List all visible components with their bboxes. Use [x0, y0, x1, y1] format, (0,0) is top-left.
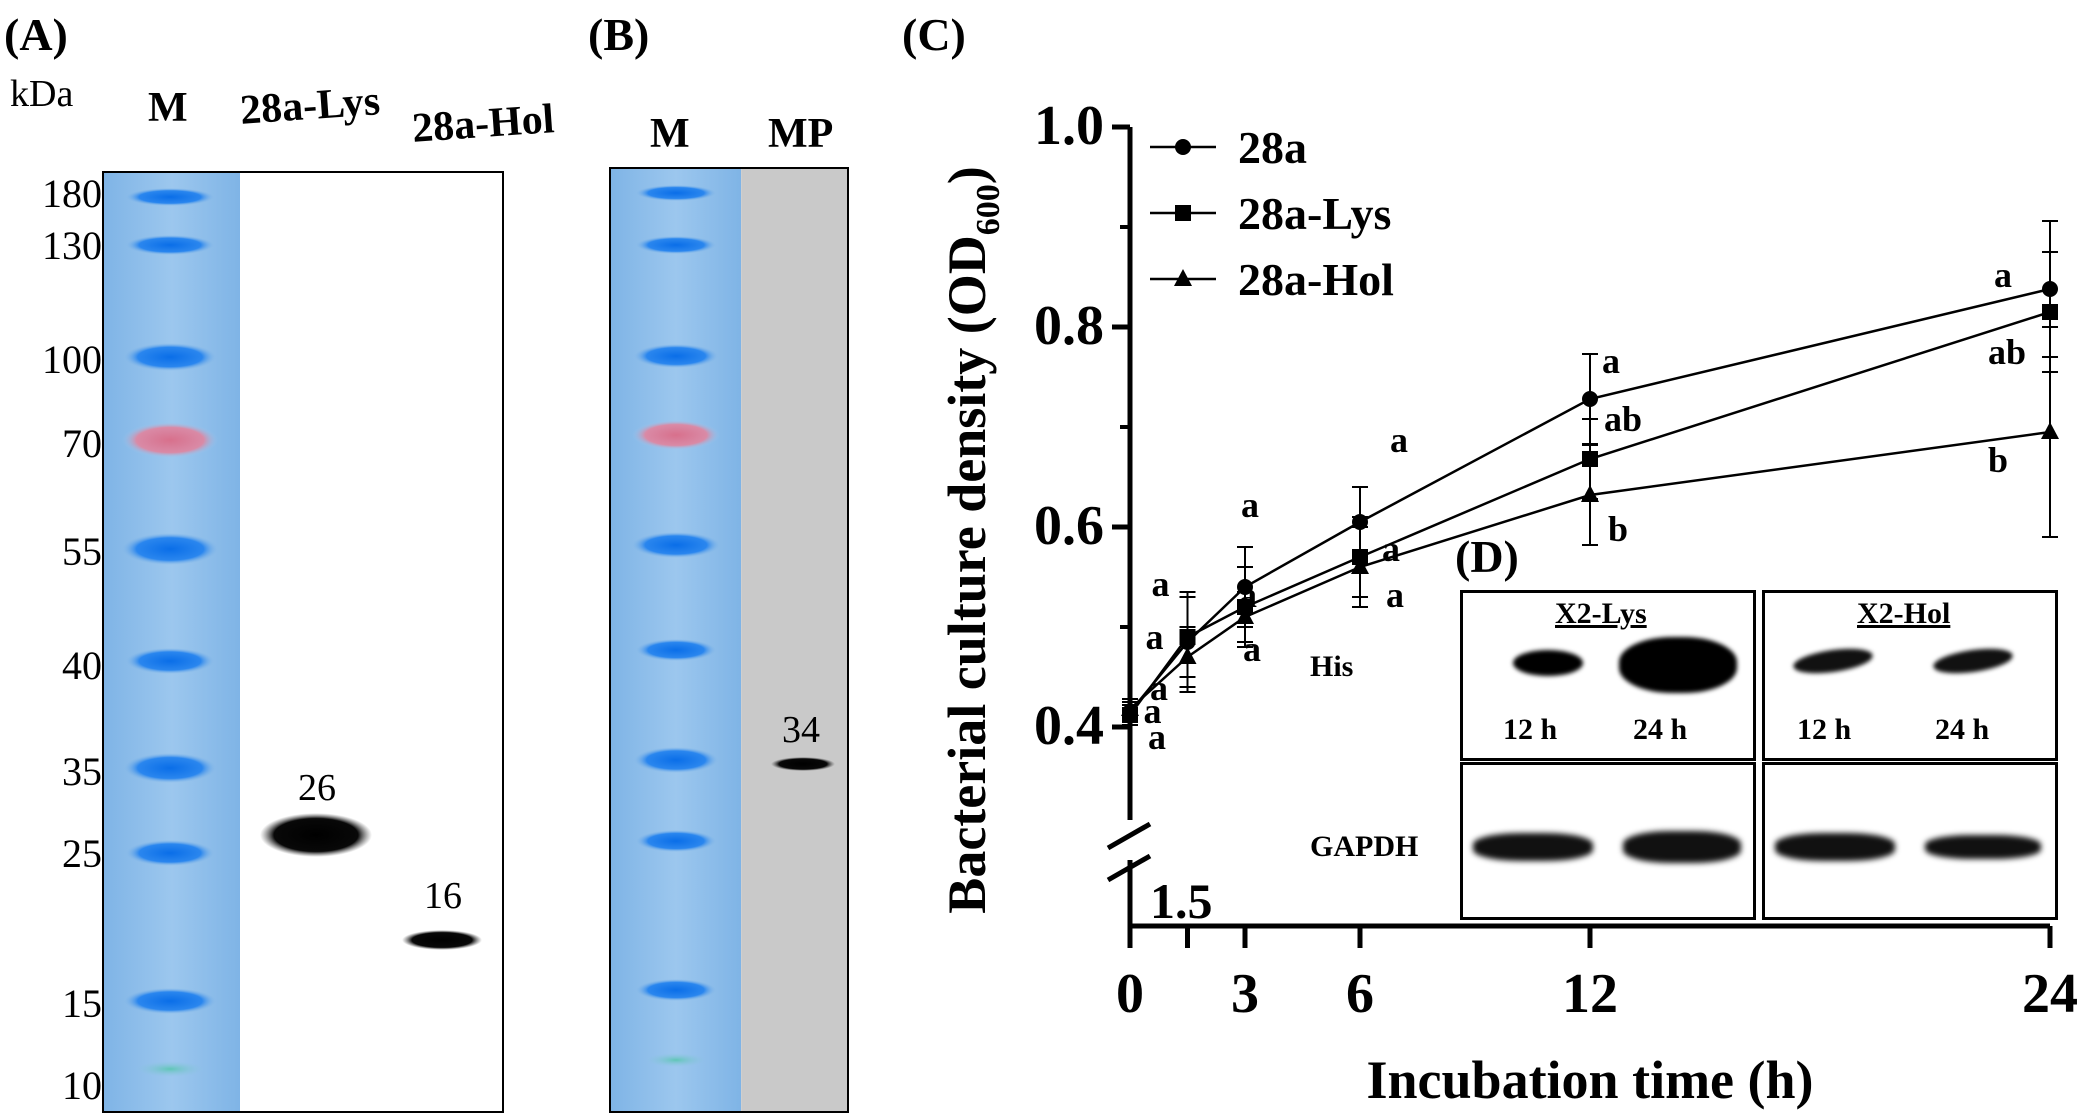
- band-lys-12h: [1513, 650, 1583, 676]
- time-label-2: 24 h: [1633, 713, 1688, 746]
- panel-c-label: (C): [902, 9, 966, 60]
- band-lys-24h: [1619, 637, 1737, 693]
- sig-letter: a: [1152, 564, 1170, 604]
- time-label-1: 12 h: [1503, 713, 1558, 746]
- sig-letter: a: [1241, 485, 1259, 525]
- panel-b-ladder-bands: [632, 185, 720, 1067]
- row-label-gapdh: GAPDH: [1310, 830, 1419, 863]
- mw-10-label: 10: [62, 1063, 102, 1108]
- blot-his-hol: X2-Hol 12 h 24 h: [1762, 590, 2058, 761]
- band-label-16: 16: [424, 875, 462, 917]
- panel-a-ladder-bands: [122, 188, 218, 1077]
- mw-70-label: 70: [62, 421, 102, 466]
- y-tick-label: 0.6: [1034, 495, 1104, 557]
- data-point-28a-Hol: [2041, 422, 2059, 439]
- sig-letter: a: [1239, 575, 1257, 615]
- data-point-28a-Hol: [1351, 557, 1369, 574]
- x-tick-label: 0: [1116, 963, 1144, 1025]
- series-line-28a-Lys: [1128, 310, 2051, 716]
- x-tick-label: 24: [2022, 963, 2078, 1025]
- mw-180-label: 180: [42, 171, 102, 216]
- sig-letter: a: [1243, 629, 1261, 669]
- x-axis-title: Incubation time (h): [1366, 1050, 1813, 1110]
- data-point-28a-Hol: [1236, 607, 1254, 624]
- sig-letter: a: [1386, 575, 1404, 615]
- panel-b-lane-mp: MP: [768, 111, 834, 157]
- kda-unit-label: kDa: [10, 73, 74, 115]
- mw-35-label: 35: [62, 749, 102, 794]
- series-line-28a-Hol: [1129, 430, 2051, 710]
- band-mp-34: [771, 757, 835, 771]
- y-axis-title: Bacterial culture density (OD600): [937, 166, 1007, 913]
- time-label-4: 24 h: [1935, 713, 1990, 746]
- blot-gapdh-lys: [1460, 762, 1756, 920]
- band-hol-12h: [1791, 644, 1875, 678]
- sig-letter: a: [1994, 255, 2012, 295]
- band-lys-26: [260, 813, 372, 857]
- series-line-28a: [1129, 287, 2051, 713]
- panel-b-lane-m: M: [650, 111, 690, 157]
- blot-gapdh-hol: [1762, 762, 2058, 920]
- axis-break-mark-2: [1106, 853, 1152, 883]
- band-label-34: 34: [782, 709, 820, 751]
- mw-130-label: 130: [42, 223, 102, 268]
- mw-40-label: 40: [62, 643, 102, 688]
- axis-break-mark-1: [1106, 821, 1152, 851]
- mw-25-label: 25: [62, 831, 102, 876]
- x-tick-label: 6: [1346, 963, 1374, 1025]
- blot2-title: X2-Hol: [1857, 597, 1951, 630]
- blot1-title: X2-Lys: [1555, 597, 1647, 630]
- band-gapdh-4: [1925, 835, 2041, 859]
- sig-letter: ab: [1604, 399, 1642, 439]
- sig-letter: b: [1608, 509, 1628, 549]
- sig-letter: b: [1988, 440, 2008, 480]
- sig-letter: a: [1144, 691, 1162, 731]
- band-gapdh-3: [1775, 833, 1895, 861]
- data-point-28a-Hol: [1178, 647, 1197, 664]
- band-gapdh-2: [1623, 831, 1741, 863]
- legend-label: 28a-Hol: [1238, 254, 1394, 305]
- y-tick-label: 0.4: [1034, 695, 1104, 757]
- axis-break-label: 1.5: [1150, 873, 1213, 929]
- data-point-28a-Lys: [2042, 304, 2058, 320]
- legend-marker-28a-Lys: [1175, 205, 1191, 221]
- mw-100-label: 100: [42, 337, 102, 382]
- data-point-28a-Hol: [1581, 485, 1599, 502]
- mw-55-label: 55: [62, 529, 102, 574]
- sig-letter: a: [1382, 529, 1400, 569]
- mw-15-label: 15: [62, 981, 102, 1026]
- row-label-his: His: [1310, 650, 1354, 683]
- x-tick-label: 3: [1231, 963, 1259, 1025]
- panel-d-label: (D): [1455, 531, 1519, 582]
- band-hol-24h: [1931, 644, 2015, 678]
- data-point-28a: [1582, 391, 1598, 407]
- sig-letter: a: [1146, 617, 1164, 657]
- sig-letter: a: [1390, 420, 1408, 460]
- blot-his-lys: X2-Lys 12 h 24 h: [1460, 590, 1756, 761]
- legend-label: 28a-Lys: [1238, 188, 1391, 239]
- band-gapdh-1: [1473, 833, 1593, 861]
- y-tick-label: 0.8: [1034, 295, 1104, 357]
- sig-letter: a: [1148, 717, 1166, 757]
- panel-b-label: (B): [588, 9, 650, 60]
- panel-a-lane-m: M: [148, 85, 188, 131]
- sig-letter: a: [1602, 341, 1620, 381]
- legend-marker-28a-Hol: [1174, 269, 1192, 286]
- band-hol-16: [402, 930, 482, 950]
- panel-a-marker-lane: [104, 173, 240, 1111]
- sig-letter: ab: [1988, 332, 2026, 372]
- panel-a-label: (A): [4, 9, 68, 60]
- band-label-26: 26: [298, 767, 336, 809]
- data-point-28a-Hol: [1121, 699, 1139, 716]
- x-tick-label: 12: [1562, 963, 1618, 1025]
- legend-marker-28a: [1175, 139, 1191, 155]
- time-label-3: 12 h: [1797, 713, 1852, 746]
- legend-label: 28a: [1238, 122, 1307, 173]
- panel-b-mp-lane: [742, 169, 847, 1111]
- y-tick-label: 1.0: [1034, 95, 1104, 157]
